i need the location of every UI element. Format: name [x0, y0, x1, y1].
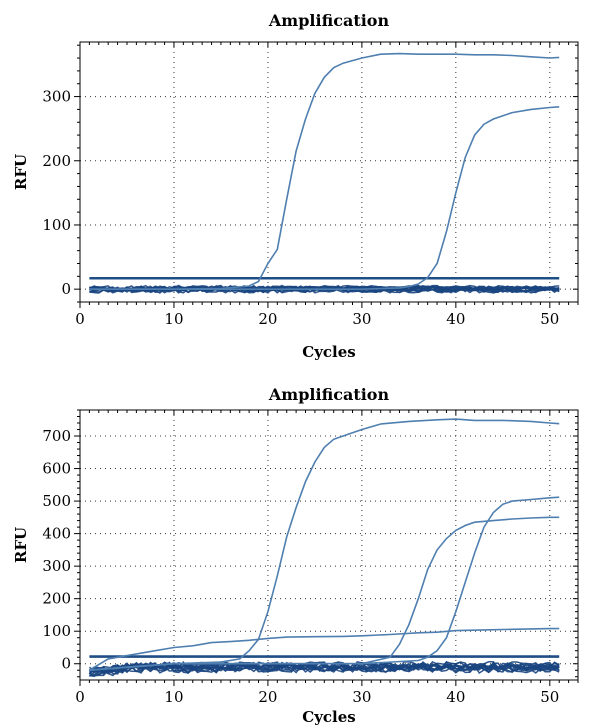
x-tick-label: 20: [258, 688, 277, 706]
y-tick-label: 0: [61, 280, 71, 298]
plot-area: [88, 52, 560, 294]
y-tick-label: 600: [42, 460, 71, 478]
plot-frame: [79, 41, 579, 303]
x-axis-label: Cycles: [302, 343, 355, 361]
amplification-curve-2: [89, 106, 560, 290]
x-tick-label: 50: [540, 688, 559, 706]
x-tick-label: 40: [446, 310, 465, 328]
x-tick-label: 10: [164, 688, 183, 706]
amplification-curve-3: [89, 496, 560, 671]
y-tick-label: 300: [42, 88, 71, 106]
x-tick-label: 10: [164, 310, 183, 328]
y-axis-label: RFU: [12, 154, 30, 190]
x-tick-label: 0: [75, 688, 85, 706]
amplification-curve-2: [89, 516, 560, 671]
x-tick-label: 40: [446, 688, 465, 706]
plot-area: [88, 418, 560, 678]
y-tick-label: 200: [42, 590, 71, 608]
x-tick-label: 30: [352, 310, 371, 328]
x-tick-label: 50: [540, 310, 559, 328]
y-tick-label: 0: [61, 655, 71, 673]
y-tick-label: 100: [42, 216, 71, 234]
y-axis-label: RFU: [12, 527, 30, 563]
x-axis-label: Cycles: [302, 708, 355, 726]
x-tick-label: 0: [75, 310, 85, 328]
plot-frame: [79, 409, 579, 681]
amplification-curve-4: [88, 627, 560, 671]
y-tick-label: 300: [42, 557, 71, 575]
chart-1: Amplification 0 10 20 30 40 50 0 100 200 300 Cycles…: [12, 11, 579, 361]
amplification-curve-1: [89, 52, 560, 290]
y-tick-label: 100: [42, 622, 71, 640]
x-tick-label: 30: [352, 688, 371, 706]
x-tick-label: 20: [258, 310, 277, 328]
chart-title: Amplification: [268, 385, 390, 404]
y-tick-label: 500: [42, 492, 71, 510]
chart-title: Amplification: [268, 11, 390, 30]
baseline-trace: [88, 664, 560, 677]
y-tick-label: 700: [42, 427, 71, 445]
y-tick-label: 200: [42, 152, 71, 170]
amplification-curve-1: [89, 418, 560, 671]
y-tick-label: 400: [42, 525, 71, 543]
